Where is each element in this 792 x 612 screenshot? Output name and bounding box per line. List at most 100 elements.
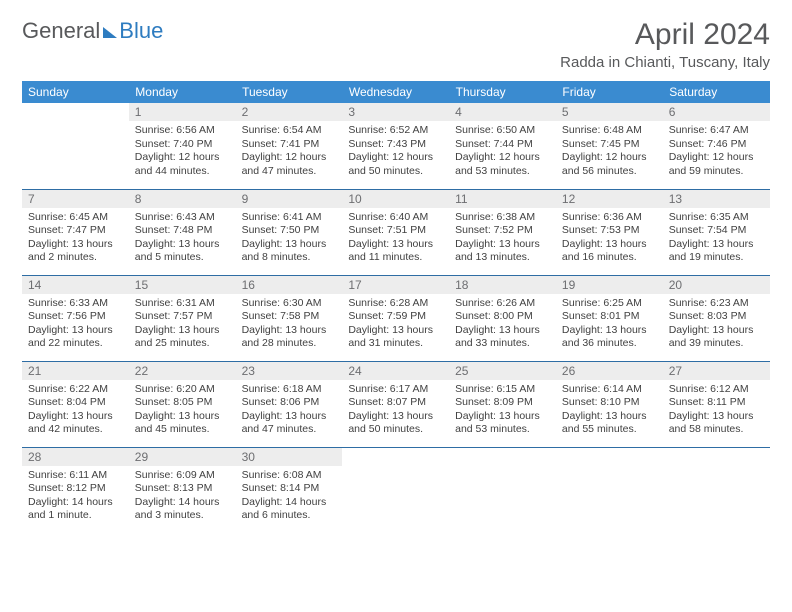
day-number: 17	[342, 276, 449, 294]
calendar-day-cell	[663, 447, 770, 533]
day-number: 4	[449, 103, 556, 121]
day-number: 23	[236, 362, 343, 380]
calendar-day-cell: 8Sunrise: 6:43 AMSunset: 7:48 PMDaylight…	[129, 189, 236, 275]
brand-logo: General Blue	[22, 18, 163, 44]
calendar-day-cell: 1Sunrise: 6:56 AMSunset: 7:40 PMDaylight…	[129, 103, 236, 189]
calendar-day-cell: 16Sunrise: 6:30 AMSunset: 7:58 PMDayligh…	[236, 275, 343, 361]
brand-part2: Blue	[119, 18, 163, 44]
day-details: Sunrise: 6:22 AMSunset: 8:04 PMDaylight:…	[22, 380, 129, 442]
day-details: Sunrise: 6:12 AMSunset: 8:11 PMDaylight:…	[663, 380, 770, 442]
calendar-day-cell	[22, 103, 129, 189]
calendar-day-cell: 21Sunrise: 6:22 AMSunset: 8:04 PMDayligh…	[22, 361, 129, 447]
calendar-day-cell: 29Sunrise: 6:09 AMSunset: 8:13 PMDayligh…	[129, 447, 236, 533]
day-number: 22	[129, 362, 236, 380]
day-number: 20	[663, 276, 770, 294]
day-details: Sunrise: 6:47 AMSunset: 7:46 PMDaylight:…	[663, 121, 770, 183]
day-number: 16	[236, 276, 343, 294]
calendar-week-row: 14Sunrise: 6:33 AMSunset: 7:56 PMDayligh…	[22, 275, 770, 361]
day-details: Sunrise: 6:28 AMSunset: 7:59 PMDaylight:…	[342, 294, 449, 356]
calendar-day-cell: 27Sunrise: 6:12 AMSunset: 8:11 PMDayligh…	[663, 361, 770, 447]
calendar-day-cell: 24Sunrise: 6:17 AMSunset: 8:07 PMDayligh…	[342, 361, 449, 447]
day-details: Sunrise: 6:52 AMSunset: 7:43 PMDaylight:…	[342, 121, 449, 183]
day-number: 10	[342, 190, 449, 208]
calendar-day-cell: 6Sunrise: 6:47 AMSunset: 7:46 PMDaylight…	[663, 103, 770, 189]
day-details: Sunrise: 6:26 AMSunset: 8:00 PMDaylight:…	[449, 294, 556, 356]
calendar-day-cell: 3Sunrise: 6:52 AMSunset: 7:43 PMDaylight…	[342, 103, 449, 189]
day-details: Sunrise: 6:45 AMSunset: 7:47 PMDaylight:…	[22, 208, 129, 270]
calendar-column-header: Sunday	[22, 81, 129, 103]
calendar-header-row: SundayMondayTuesdayWednesdayThursdayFrid…	[22, 81, 770, 103]
calendar-day-cell	[556, 447, 663, 533]
calendar-day-cell: 9Sunrise: 6:41 AMSunset: 7:50 PMDaylight…	[236, 189, 343, 275]
calendar-day-cell: 10Sunrise: 6:40 AMSunset: 7:51 PMDayligh…	[342, 189, 449, 275]
calendar-day-cell: 14Sunrise: 6:33 AMSunset: 7:56 PMDayligh…	[22, 275, 129, 361]
day-details: Sunrise: 6:48 AMSunset: 7:45 PMDaylight:…	[556, 121, 663, 183]
day-details: Sunrise: 6:23 AMSunset: 8:03 PMDaylight:…	[663, 294, 770, 356]
day-details: Sunrise: 6:08 AMSunset: 8:14 PMDaylight:…	[236, 466, 343, 528]
calendar-day-cell: 22Sunrise: 6:20 AMSunset: 8:05 PMDayligh…	[129, 361, 236, 447]
day-details: Sunrise: 6:35 AMSunset: 7:54 PMDaylight:…	[663, 208, 770, 270]
day-details: Sunrise: 6:31 AMSunset: 7:57 PMDaylight:…	[129, 294, 236, 356]
calendar-day-cell	[342, 447, 449, 533]
day-number: 2	[236, 103, 343, 121]
day-details: Sunrise: 6:43 AMSunset: 7:48 PMDaylight:…	[129, 208, 236, 270]
day-number: 21	[22, 362, 129, 380]
day-number: 24	[342, 362, 449, 380]
title-block: April 2024 Radda in Chianti, Tuscany, It…	[560, 18, 770, 71]
calendar-day-cell: 25Sunrise: 6:15 AMSunset: 8:09 PMDayligh…	[449, 361, 556, 447]
calendar-day-cell: 13Sunrise: 6:35 AMSunset: 7:54 PMDayligh…	[663, 189, 770, 275]
calendar-day-cell: 28Sunrise: 6:11 AMSunset: 8:12 PMDayligh…	[22, 447, 129, 533]
calendar-day-cell: 18Sunrise: 6:26 AMSunset: 8:00 PMDayligh…	[449, 275, 556, 361]
day-details: Sunrise: 6:56 AMSunset: 7:40 PMDaylight:…	[129, 121, 236, 183]
day-number: 9	[236, 190, 343, 208]
calendar-column-header: Tuesday	[236, 81, 343, 103]
header: General Blue April 2024 Radda in Chianti…	[22, 18, 770, 71]
calendar-day-cell: 15Sunrise: 6:31 AMSunset: 7:57 PMDayligh…	[129, 275, 236, 361]
calendar-column-header: Wednesday	[342, 81, 449, 103]
month-title: April 2024	[560, 18, 770, 52]
calendar-day-cell: 4Sunrise: 6:50 AMSunset: 7:44 PMDaylight…	[449, 103, 556, 189]
calendar-day-cell: 20Sunrise: 6:23 AMSunset: 8:03 PMDayligh…	[663, 275, 770, 361]
day-details: Sunrise: 6:09 AMSunset: 8:13 PMDaylight:…	[129, 466, 236, 528]
day-number: 30	[236, 448, 343, 466]
day-details: Sunrise: 6:20 AMSunset: 8:05 PMDaylight:…	[129, 380, 236, 442]
day-details: Sunrise: 6:15 AMSunset: 8:09 PMDaylight:…	[449, 380, 556, 442]
day-details: Sunrise: 6:33 AMSunset: 7:56 PMDaylight:…	[22, 294, 129, 356]
day-number: 13	[663, 190, 770, 208]
day-details: Sunrise: 6:25 AMSunset: 8:01 PMDaylight:…	[556, 294, 663, 356]
day-details: Sunrise: 6:50 AMSunset: 7:44 PMDaylight:…	[449, 121, 556, 183]
day-details: Sunrise: 6:40 AMSunset: 7:51 PMDaylight:…	[342, 208, 449, 270]
day-number: 19	[556, 276, 663, 294]
calendar-day-cell: 19Sunrise: 6:25 AMSunset: 8:01 PMDayligh…	[556, 275, 663, 361]
day-details: Sunrise: 6:41 AMSunset: 7:50 PMDaylight:…	[236, 208, 343, 270]
day-number: 1	[129, 103, 236, 121]
calendar-column-header: Thursday	[449, 81, 556, 103]
day-number: 8	[129, 190, 236, 208]
calendar-day-cell: 17Sunrise: 6:28 AMSunset: 7:59 PMDayligh…	[342, 275, 449, 361]
day-number: 15	[129, 276, 236, 294]
calendar-table: SundayMondayTuesdayWednesdayThursdayFrid…	[22, 81, 770, 533]
day-number: 7	[22, 190, 129, 208]
calendar-column-header: Monday	[129, 81, 236, 103]
day-details: Sunrise: 6:30 AMSunset: 7:58 PMDaylight:…	[236, 294, 343, 356]
day-number: 11	[449, 190, 556, 208]
day-number: 12	[556, 190, 663, 208]
day-details: Sunrise: 6:11 AMSunset: 8:12 PMDaylight:…	[22, 466, 129, 528]
location-text: Radda in Chianti, Tuscany, Italy	[560, 54, 770, 71]
calendar-week-row: 28Sunrise: 6:11 AMSunset: 8:12 PMDayligh…	[22, 447, 770, 533]
calendar-day-cell: 23Sunrise: 6:18 AMSunset: 8:06 PMDayligh…	[236, 361, 343, 447]
day-number: 25	[449, 362, 556, 380]
brand-mark-icon	[103, 27, 117, 38]
day-details: Sunrise: 6:18 AMSunset: 8:06 PMDaylight:…	[236, 380, 343, 442]
calendar-week-row: 7Sunrise: 6:45 AMSunset: 7:47 PMDaylight…	[22, 189, 770, 275]
calendar-day-cell: 26Sunrise: 6:14 AMSunset: 8:10 PMDayligh…	[556, 361, 663, 447]
day-number: 3	[342, 103, 449, 121]
calendar-column-header: Friday	[556, 81, 663, 103]
day-number: 27	[663, 362, 770, 380]
calendar-day-cell: 2Sunrise: 6:54 AMSunset: 7:41 PMDaylight…	[236, 103, 343, 189]
day-details: Sunrise: 6:38 AMSunset: 7:52 PMDaylight:…	[449, 208, 556, 270]
calendar-column-header: Saturday	[663, 81, 770, 103]
day-number: 6	[663, 103, 770, 121]
day-details: Sunrise: 6:17 AMSunset: 8:07 PMDaylight:…	[342, 380, 449, 442]
day-number: 29	[129, 448, 236, 466]
